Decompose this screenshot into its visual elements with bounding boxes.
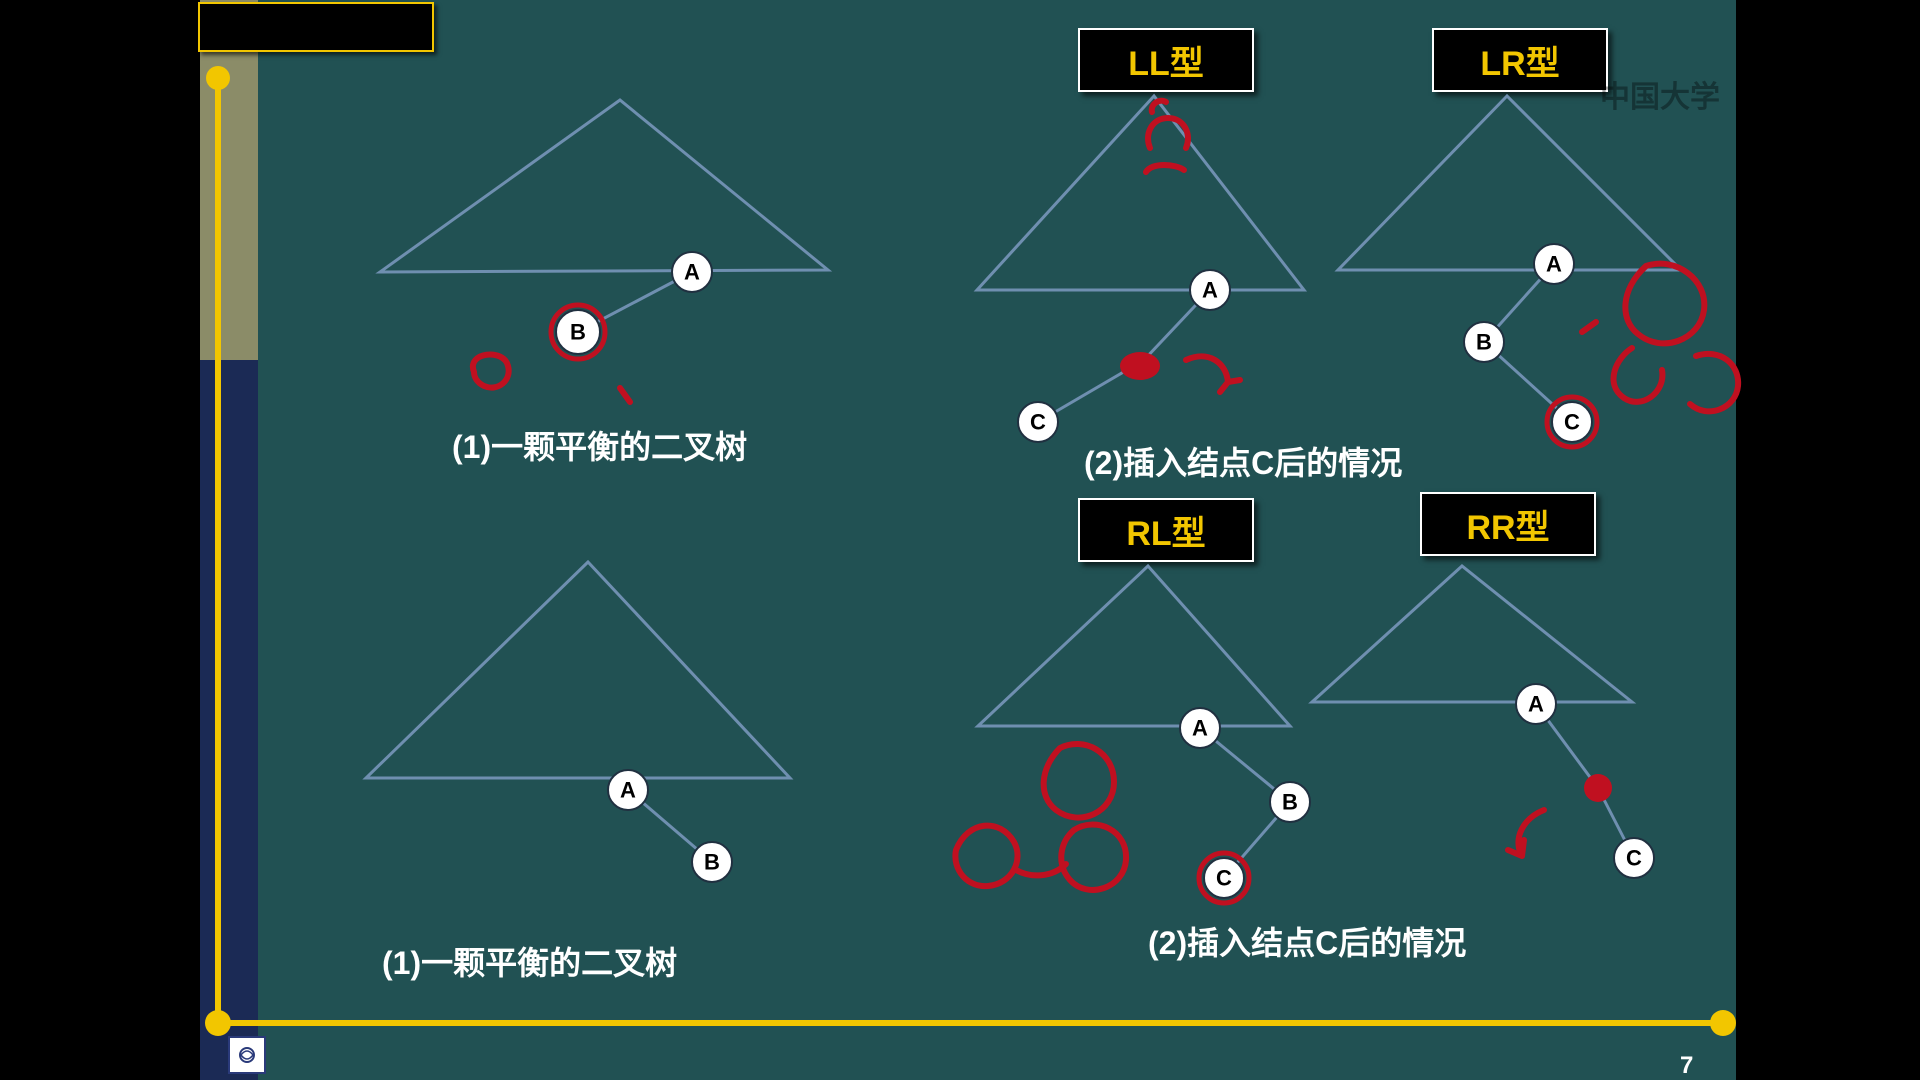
border-dot-bl: [205, 1010, 231, 1036]
caption-top-right: (2)插入结点C后的情况: [1084, 438, 1402, 484]
page-number: 7: [1680, 1052, 1693, 1080]
border-horizontal: [215, 1020, 1725, 1026]
title-box: [198, 2, 434, 52]
type-label-lr: LR型: [1432, 28, 1608, 92]
sidebar-navy: [200, 360, 258, 1080]
type-label-ll-text: LL型: [1128, 36, 1204, 85]
caption-bottom-right: (2)插入结点C后的情况: [1148, 918, 1466, 964]
type-label-rr-text: RR型: [1466, 500, 1549, 549]
border-dot-tl: [206, 66, 230, 90]
caption-top-left: (1)一颗平衡的二叉树: [452, 422, 747, 468]
border-vertical: [215, 76, 221, 1026]
watermark: 中国大学: [1600, 72, 1720, 116]
border-dot-br: [1710, 1010, 1736, 1036]
caption-bottom-left: (1)一颗平衡的二叉树: [382, 938, 677, 984]
type-label-rl: RL型: [1078, 498, 1254, 562]
logo-icon: [228, 1036, 266, 1074]
type-label-lr-text: LR型: [1480, 36, 1559, 85]
sidebar-olive: [200, 0, 258, 360]
type-label-rr: RR型: [1420, 492, 1596, 556]
type-label-rl-text: RL型: [1126, 506, 1205, 555]
type-label-ll: LL型: [1078, 28, 1254, 92]
